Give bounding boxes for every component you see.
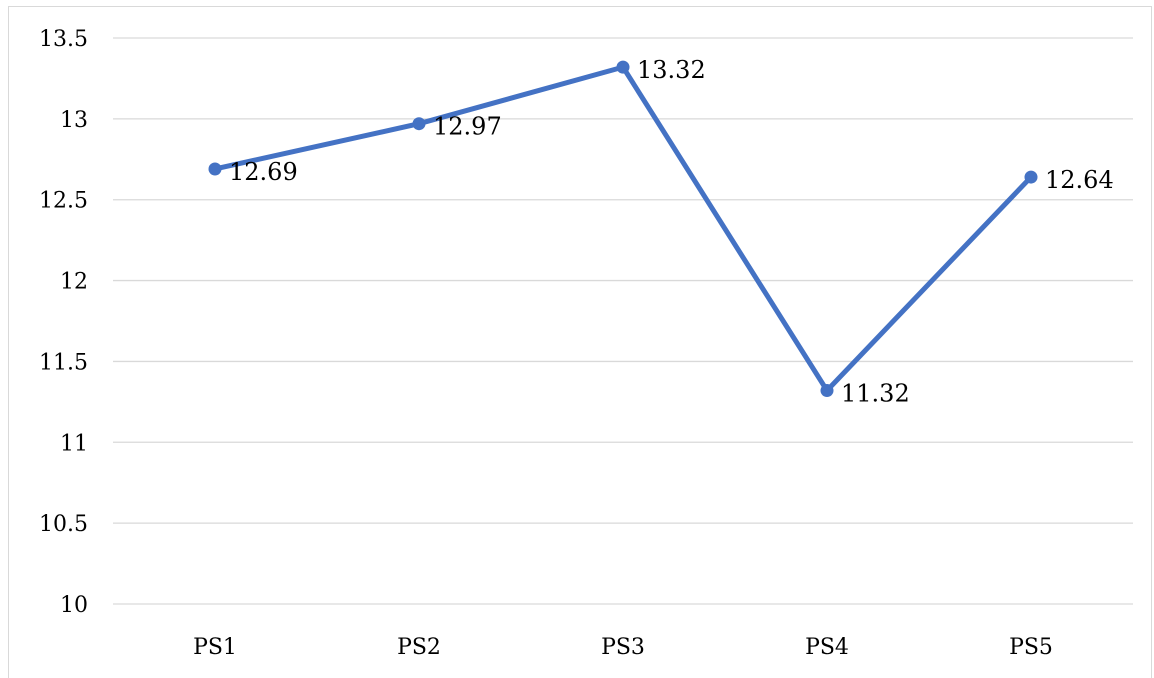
y-tick-label: 10 (60, 593, 88, 618)
series-line (212, 64, 1034, 394)
y-axis-tick-labels: 10 10.5 11 11.5 12 12.5 13 13.5 (39, 27, 88, 618)
y-tick-label: 12.5 (39, 189, 88, 214)
x-tick-label: PS5 (1009, 635, 1053, 660)
data-label: 13.32 (637, 56, 706, 84)
data-label: 12.64 (1045, 166, 1114, 194)
data-points (208, 60, 1038, 398)
y-tick-label: 10.5 (39, 512, 88, 537)
data-labels: 12.69 12.97 13.32 11.32 12.64 (229, 56, 1114, 407)
y-tick-label: 12 (60, 270, 88, 295)
y-tick-label: 13.5 (39, 27, 88, 52)
y-tick-label: 11 (60, 431, 88, 456)
x-axis-tick-labels: PS1 PS2 PS3 PS4 PS5 (193, 635, 1053, 660)
data-point (820, 384, 834, 398)
data-label: 11.32 (841, 380, 910, 408)
data-point (1024, 170, 1038, 184)
data-label: 12.69 (229, 158, 298, 186)
x-tick-label: PS2 (397, 635, 441, 660)
x-tick-label: PS3 (601, 635, 645, 660)
x-tick-label: PS1 (193, 635, 237, 660)
y-tick-label: 13 (60, 108, 88, 133)
y-tick-label: 11.5 (39, 350, 88, 375)
data-label: 12.97 (433, 113, 502, 141)
chart-frame (8, 6, 1152, 678)
gridlines (113, 37, 1133, 605)
data-point (616, 60, 630, 74)
x-tick-label: PS4 (805, 635, 849, 660)
data-point (412, 117, 426, 131)
data-point (208, 162, 222, 176)
series-line-path (212, 64, 1034, 394)
